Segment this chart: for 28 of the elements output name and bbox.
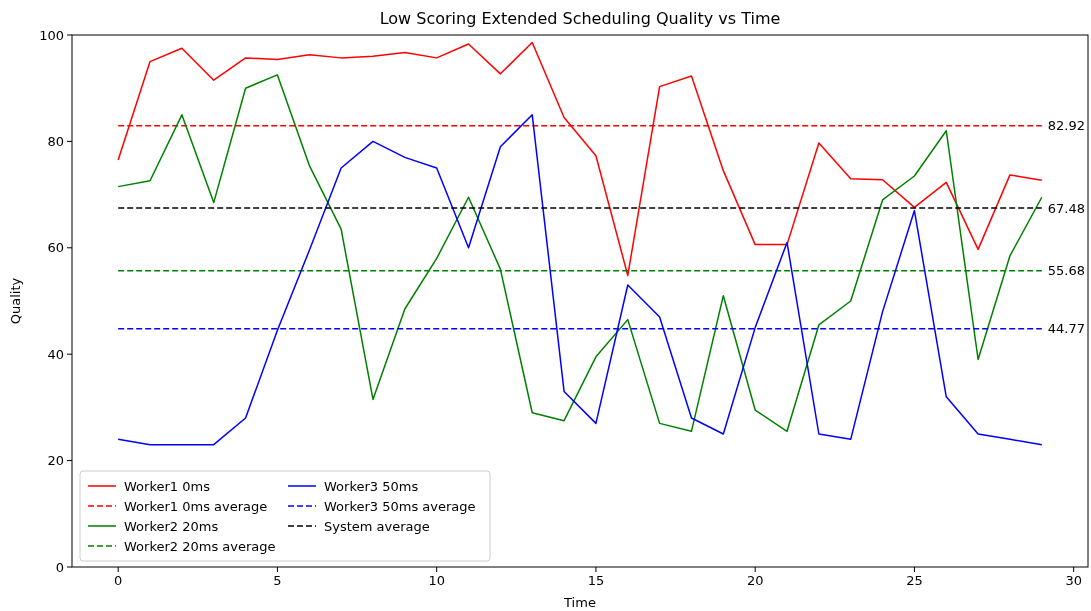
y-tick-label: 40 xyxy=(47,346,64,362)
x-tick-label: 5 xyxy=(273,573,282,588)
y-axis-title: Quality xyxy=(8,277,23,325)
legend-label: Worker2 20ms average xyxy=(124,538,276,554)
x-tick-label: 30 xyxy=(1065,573,1082,588)
legend-label: Worker1 0ms xyxy=(124,478,211,494)
x-tick-label: 20 xyxy=(746,573,764,588)
y-tick-label: 20 xyxy=(47,453,64,469)
y-tick-label: 0 xyxy=(55,559,64,575)
legend-label: Worker1 0ms average xyxy=(124,498,268,514)
legend-label: Worker3 50ms average xyxy=(324,498,476,514)
y-tick-label: 100 xyxy=(39,27,64,43)
data-label: 55.68 xyxy=(1047,263,1086,279)
legend-label: Worker2 20ms xyxy=(124,518,219,534)
y-tick-label: 60 xyxy=(47,240,64,256)
data-label: 67.48 xyxy=(1047,200,1086,216)
line-series xyxy=(117,41,1043,277)
legend-label: System average xyxy=(324,518,430,534)
legend-label: Worker3 50ms xyxy=(324,478,419,494)
data-label: 82.92 xyxy=(1047,118,1086,134)
x-tick-label: 10 xyxy=(428,573,445,588)
x-tick-label: 0 xyxy=(114,573,123,588)
x-tick-label: 25 xyxy=(906,573,923,588)
x-tick-label: 15 xyxy=(587,573,605,588)
x-axis-title: Time xyxy=(563,595,596,610)
y-tick-label: 80 xyxy=(47,133,64,149)
chart-title: Low Scoring Extended Scheduling Quality vs Time xyxy=(379,9,781,28)
data-label: 44.77 xyxy=(1047,321,1086,337)
